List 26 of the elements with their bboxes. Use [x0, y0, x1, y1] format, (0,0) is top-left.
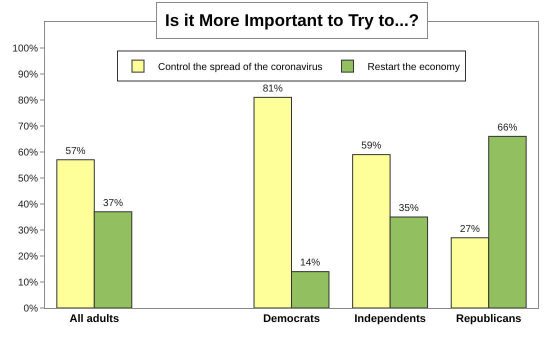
- data-label: 81%: [262, 83, 283, 94]
- data-label: 59%: [361, 140, 382, 152]
- data-label: 14%: [300, 258, 320, 269]
- y-tick-label: 0%: [24, 304, 38, 314]
- y-tick-label: 10%: [18, 278, 38, 288]
- y-tick-label: 50%: [18, 174, 38, 184]
- data-label: 66%: [497, 122, 518, 134]
- y-tick-label: 20%: [18, 252, 38, 262]
- y-tick-label: 30%: [18, 226, 38, 236]
- y-tick-label: 90%: [18, 70, 38, 80]
- data-label: 35%: [398, 203, 419, 214]
- data-label: 27%: [460, 224, 480, 235]
- x-tick-label: All adults: [70, 313, 120, 326]
- x-tick-label: Independents: [354, 313, 426, 326]
- y-tick-label: 60%: [18, 148, 38, 158]
- chart-title: Is it More Important to Try to...?: [165, 11, 420, 30]
- y-tick-label: 100%: [12, 44, 38, 54]
- data-label: 37%: [102, 198, 124, 209]
- x-tick-label: Republicans: [456, 313, 522, 326]
- y-tick-label: 40%: [18, 200, 38, 210]
- y-tick-label: 70%: [18, 122, 38, 132]
- x-tick-label: Democrats: [263, 313, 320, 326]
- data-label: 57%: [66, 146, 86, 157]
- legend-label: Restart the economy: [368, 62, 460, 73]
- legend-label: Control the spread of the coronavirus: [158, 62, 323, 73]
- y-tick-label: 80%: [18, 96, 38, 106]
